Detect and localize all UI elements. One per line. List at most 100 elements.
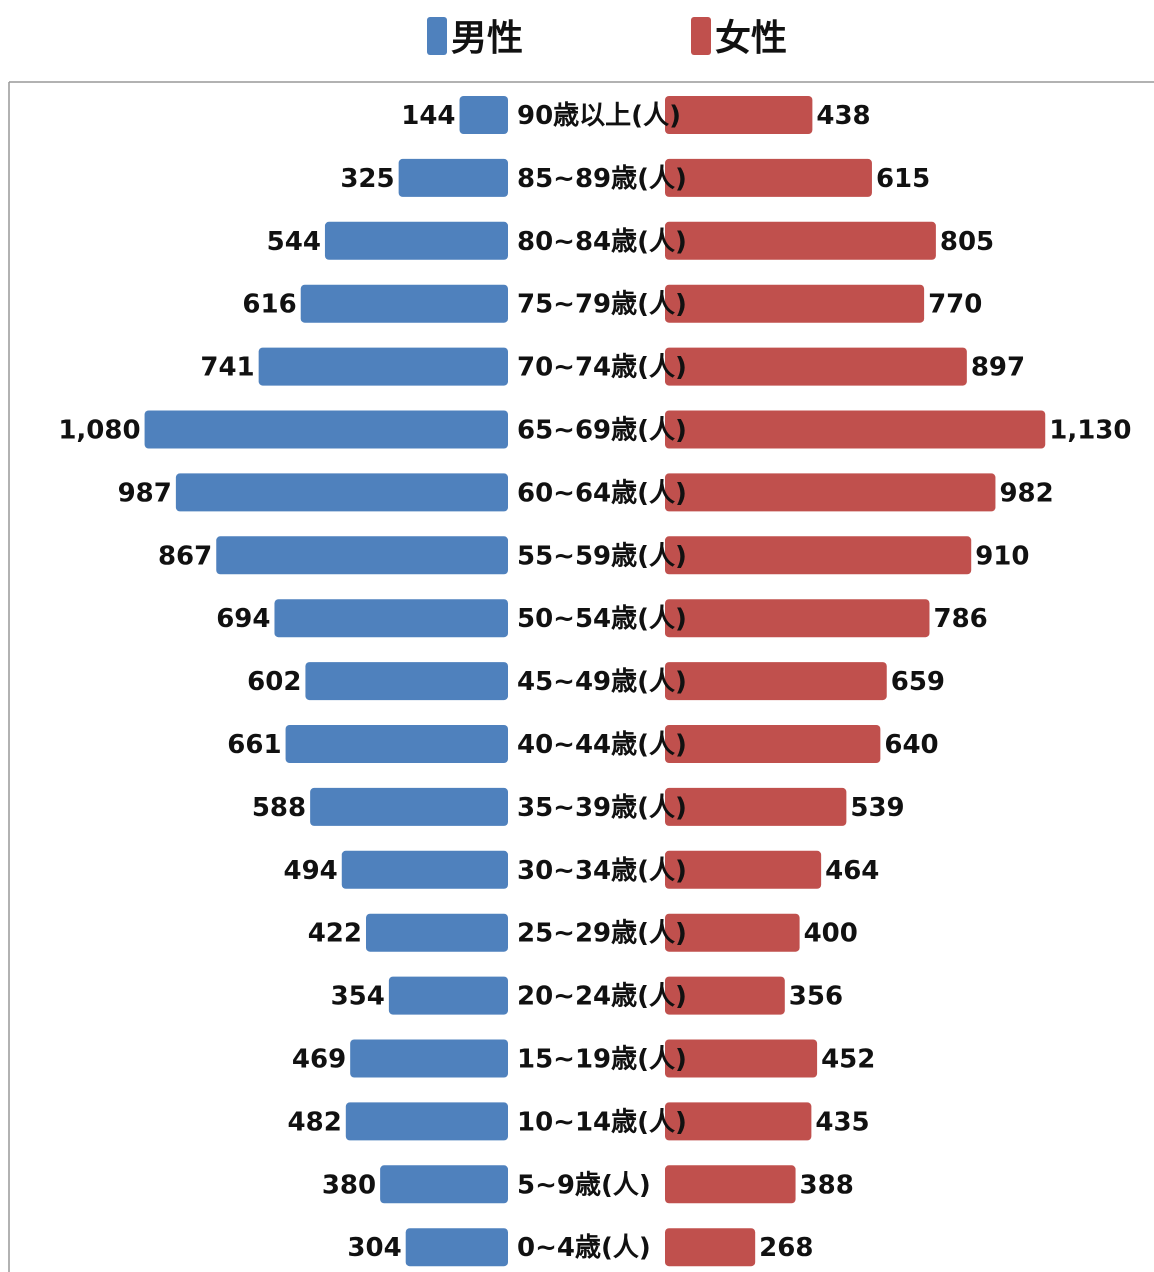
bar-female — [665, 1228, 756, 1267]
category-label: 65~69歳(人) — [517, 416, 687, 446]
bar-female — [665, 850, 822, 889]
value-label-male: 354 — [331, 982, 385, 1012]
bar-male — [388, 976, 508, 1015]
legend-label-female: 女性 — [715, 18, 787, 59]
category-label: 70~74歳(人) — [517, 353, 687, 383]
legend-swatch-male — [427, 17, 447, 55]
category-label: 80~84歳(人) — [517, 227, 687, 257]
value-label-female: 356 — [789, 982, 843, 1012]
category-label: 55~59歳(人) — [517, 541, 687, 571]
legend: 男性 女性 — [427, 17, 787, 59]
bar-male — [285, 725, 508, 763]
value-label-female: 438 — [816, 101, 870, 131]
value-label-male: 588 — [252, 793, 306, 823]
bar-male — [258, 347, 508, 386]
value-label-male: 1,080 — [58, 416, 140, 446]
value-label-female: 640 — [884, 730, 938, 760]
value-label-female: 982 — [999, 478, 1053, 508]
value-label-male: 694 — [216, 604, 270, 634]
value-label-male: 422 — [308, 919, 362, 949]
bar-male — [216, 536, 508, 575]
value-label-male: 544 — [267, 227, 321, 257]
bar-female — [665, 725, 881, 763]
value-label-female: 268 — [759, 1233, 813, 1263]
category-label: 60~64歳(人) — [517, 478, 687, 508]
bar-male — [144, 410, 508, 449]
value-label-female: 897 — [971, 353, 1025, 383]
bar-female — [665, 976, 785, 1015]
value-label-female: 452 — [821, 1045, 875, 1075]
bar-female — [665, 410, 1046, 449]
bars: 144 438 90歳以上(人) 325 615 85~89歳(人) 544 805 80~84… — [58, 96, 1131, 1267]
value-label-male: 602 — [247, 667, 301, 697]
category-label: 25~29歳(人) — [517, 919, 687, 949]
category-label: 40~44歳(人) — [517, 730, 687, 760]
category-label: 50~54歳(人) — [517, 604, 687, 634]
bar-male — [459, 96, 508, 134]
bar-male — [324, 221, 508, 260]
bar-female — [665, 347, 967, 386]
category-label: 75~79歳(人) — [517, 290, 687, 320]
category-label: 20~24歳(人) — [517, 982, 687, 1012]
category-label: 0~4歳(人) — [517, 1233, 651, 1263]
legend-label-male: 男性 — [451, 18, 523, 59]
value-label-male: 616 — [242, 290, 296, 320]
value-label-male: 304 — [347, 1233, 401, 1263]
value-label-male: 482 — [288, 1107, 342, 1137]
bar-female — [665, 1102, 812, 1141]
category-label: 15~19歳(人) — [517, 1045, 687, 1075]
value-label-male: 325 — [340, 164, 394, 194]
category-label: 45~49歳(人) — [517, 667, 687, 697]
value-label-female: 388 — [800, 1170, 854, 1200]
value-label-male: 380 — [322, 1170, 376, 1200]
bar-female — [665, 284, 925, 323]
bar-male — [341, 850, 508, 889]
value-label-female: 400 — [804, 919, 858, 949]
bar-female — [665, 536, 972, 575]
category-label: 5~9歳(人) — [517, 1170, 651, 1200]
bar-male — [305, 662, 508, 701]
bar-female — [665, 96, 813, 134]
bar-male — [310, 787, 508, 826]
bar-female — [665, 662, 887, 701]
value-label-male: 469 — [292, 1045, 346, 1075]
bar-female — [665, 1039, 818, 1078]
legend-swatch-female — [691, 17, 711, 55]
bar-male — [300, 284, 508, 323]
bar-female — [665, 1165, 796, 1204]
value-label-female: 1,130 — [1049, 416, 1131, 446]
value-label-female: 910 — [975, 541, 1029, 571]
bar-male — [380, 1165, 508, 1204]
category-label: 30~34歳(人) — [517, 856, 687, 886]
category-label: 35~39歳(人) — [517, 793, 687, 823]
bar-female — [665, 787, 847, 826]
bar-male — [365, 913, 508, 952]
bar-male — [405, 1228, 508, 1267]
bar-female — [665, 599, 930, 638]
value-label-male: 987 — [118, 478, 172, 508]
category-label: 90歳以上(人) — [517, 101, 681, 131]
bar-male — [175, 473, 508, 512]
value-label-female: 770 — [928, 290, 982, 320]
bar-female — [665, 473, 996, 512]
value-label-female: 659 — [891, 667, 945, 697]
bar-female — [665, 221, 936, 260]
bar-male — [350, 1039, 508, 1078]
bar-male — [345, 1102, 508, 1141]
value-label-male: 144 — [401, 101, 455, 131]
bar-male — [274, 599, 508, 638]
bar-male — [398, 158, 508, 197]
value-label-female: 539 — [850, 793, 904, 823]
value-label-female: 786 — [933, 604, 987, 634]
bar-female — [665, 158, 872, 197]
value-label-female: 435 — [815, 1107, 869, 1137]
category-label: 10~14歳(人) — [517, 1107, 687, 1137]
value-label-male: 494 — [283, 856, 337, 886]
value-label-female: 615 — [876, 164, 930, 194]
value-label-male: 661 — [227, 730, 281, 760]
bar-female — [665, 913, 800, 952]
value-label-female: 805 — [940, 227, 994, 257]
value-label-male: 741 — [200, 353, 254, 383]
category-label: 85~89歳(人) — [517, 164, 687, 194]
